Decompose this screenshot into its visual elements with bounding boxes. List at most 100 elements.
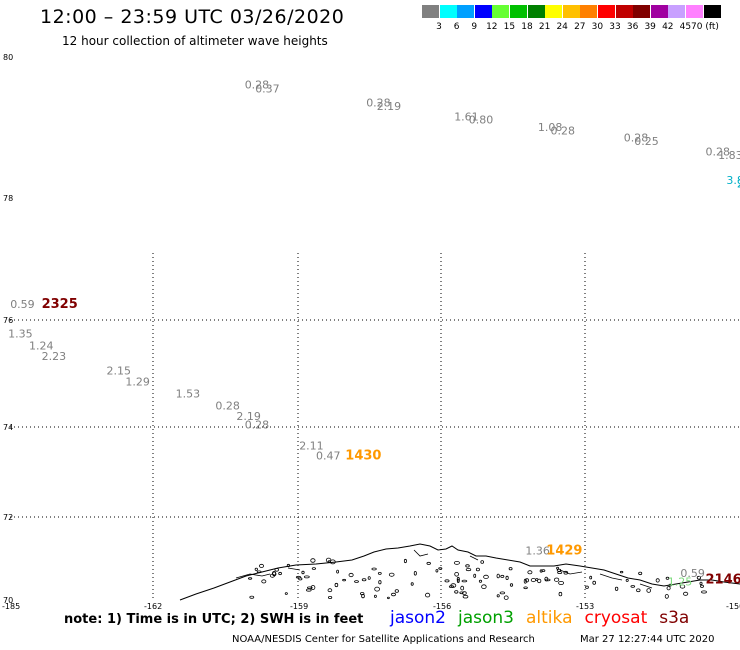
lake xyxy=(378,580,382,585)
swh-value: 1.83 xyxy=(718,149,740,162)
lake xyxy=(361,578,367,582)
swh-value: 0.37 xyxy=(255,82,280,95)
lat-label: 72 xyxy=(3,513,13,522)
legend-label: 36 xyxy=(626,22,639,32)
lake xyxy=(284,592,288,595)
lake xyxy=(508,567,513,571)
pass-time-label: 1429 xyxy=(546,543,582,558)
lake xyxy=(668,583,672,587)
lon-label: -156 xyxy=(433,602,451,611)
lake xyxy=(523,586,528,590)
lake xyxy=(386,596,390,600)
lake xyxy=(509,583,514,587)
map-subtitle: 12 hour collection of altimeter wave hei… xyxy=(62,34,328,48)
legend-swatch xyxy=(598,5,615,18)
lake xyxy=(465,568,472,572)
legend-swatch xyxy=(545,5,563,18)
swh-value: 1.24 xyxy=(29,339,54,352)
swh-value: 2.23 xyxy=(42,350,67,363)
swh-value: 1.53 xyxy=(176,388,201,401)
lake xyxy=(478,579,483,583)
swh-value: 1.29 xyxy=(125,375,149,388)
lake xyxy=(553,577,560,582)
map-canvas: 80 78 76 74 72 70 -185 -162 -159 -156 -153 -150 0.… xyxy=(2,53,740,611)
lake xyxy=(271,571,276,576)
lake xyxy=(530,578,537,583)
lake xyxy=(424,592,431,598)
lake xyxy=(301,570,305,575)
swh-value: 1.08 xyxy=(538,121,563,134)
legend-label: 18 xyxy=(521,22,533,32)
mission-legend: jason2 jason3 altika cryosat s3a xyxy=(390,608,701,628)
lake xyxy=(454,590,459,594)
lake xyxy=(258,563,264,568)
latitude-labels: 80 78 76 74 72 70 xyxy=(3,53,13,605)
lake xyxy=(461,579,468,583)
lake xyxy=(462,595,469,599)
lake xyxy=(700,584,704,588)
lake xyxy=(305,588,312,592)
swh-value: 1.35 xyxy=(8,328,32,341)
swh-value: 0.28 xyxy=(245,79,270,92)
lake xyxy=(306,586,313,589)
legend-swatch xyxy=(422,5,439,18)
swh-value: 3.85 xyxy=(726,174,740,187)
lake xyxy=(655,578,660,583)
swh-value: 0.28 xyxy=(245,418,270,431)
lake xyxy=(303,575,310,579)
lake xyxy=(496,573,500,579)
coastline-inner xyxy=(235,549,653,589)
swh-value: 1.25 xyxy=(668,576,693,589)
mission-s3a: s3a xyxy=(659,608,690,628)
lake xyxy=(665,576,670,580)
legend-swatch xyxy=(510,5,527,18)
lake xyxy=(295,575,302,579)
lake xyxy=(646,588,651,593)
lat-label: 80 xyxy=(3,53,13,62)
lake xyxy=(444,579,450,583)
lake xyxy=(334,582,339,588)
lake xyxy=(438,567,443,570)
lake xyxy=(311,567,316,570)
lake xyxy=(638,571,643,576)
mission-jason2: jason2 xyxy=(390,608,446,628)
legend-label: 70 (ft) xyxy=(691,22,719,32)
swh-value: 0.28 xyxy=(706,146,731,159)
mission-jason3: jason3 xyxy=(458,608,514,628)
swh-value: 1.61 xyxy=(454,111,479,124)
lake xyxy=(249,595,255,599)
swh-value: 1.36 xyxy=(525,544,550,557)
lon-label: -162 xyxy=(144,602,162,611)
lake xyxy=(325,557,332,563)
lon-label: -185 xyxy=(2,602,20,611)
coastline xyxy=(179,543,740,601)
lake xyxy=(374,586,380,592)
lake xyxy=(465,564,470,568)
mission-altika: altika xyxy=(526,608,573,628)
lake xyxy=(523,578,527,584)
swh-value: 2.1 xyxy=(737,177,740,190)
lake xyxy=(625,578,629,582)
lake xyxy=(557,571,563,574)
lake xyxy=(410,582,414,586)
lake xyxy=(367,576,371,580)
lake xyxy=(556,566,559,570)
lake xyxy=(453,561,460,565)
legend-label: 30 xyxy=(591,22,604,32)
lake xyxy=(462,591,467,595)
lake xyxy=(373,594,377,598)
lake xyxy=(527,570,533,575)
lake xyxy=(248,577,253,580)
lat-label: 74 xyxy=(3,423,13,432)
lake xyxy=(348,572,354,578)
swh-value: 0.80 xyxy=(469,113,494,126)
lat-label: 70 xyxy=(3,596,13,605)
swh-value: 2.19 xyxy=(377,100,402,113)
legend-swatch xyxy=(492,5,510,18)
lon-label: -153 xyxy=(576,602,594,611)
lake xyxy=(636,588,641,593)
lake xyxy=(525,578,529,583)
lake xyxy=(475,567,480,572)
lake xyxy=(342,578,347,582)
legend-label: 39 xyxy=(644,22,656,32)
